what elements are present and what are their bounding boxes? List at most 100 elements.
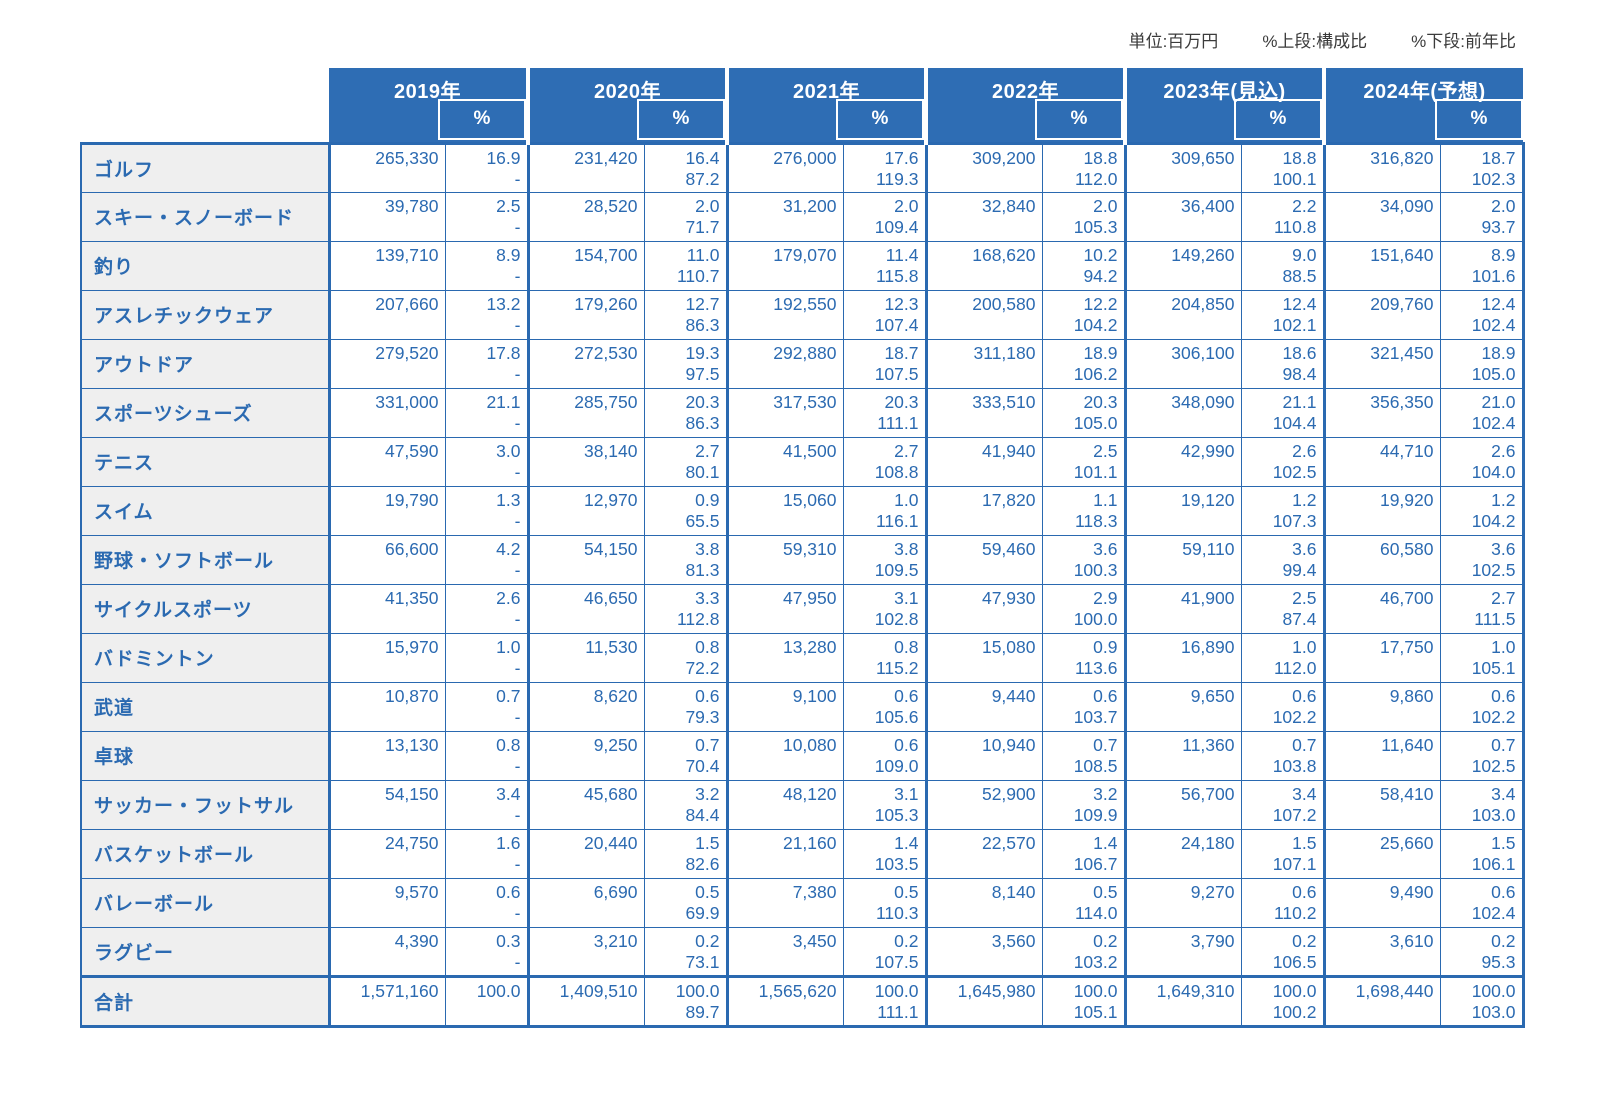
share-percent: 18.8: [1083, 147, 1118, 168]
share-percent: 0.6: [1093, 685, 1118, 706]
yoy-percent: 70.4: [685, 755, 720, 776]
value-cell: 47,930: [925, 583, 1043, 634]
percent-subheader: %: [637, 98, 725, 140]
yoy-percent: -: [514, 559, 521, 580]
percent-cell: 10.2 94.2: [1041, 240, 1127, 291]
category-row: スキー・スノーボード 39,780 2.5-28,520 2.0 71.7 31,200 2…: [80, 191, 1525, 242]
percent-cell: 0.5 69.9: [643, 877, 729, 928]
share-percent: 21.1: [1282, 391, 1317, 412]
percent-cell: 0.6-: [444, 877, 530, 928]
value-cell: 21,160: [726, 828, 844, 879]
yoy-percent: 102.4: [1471, 412, 1516, 433]
yoy-percent: 103.2: [1073, 951, 1118, 972]
share-percent: 0.6: [894, 734, 919, 755]
percent-subheader: %: [836, 98, 924, 140]
value-cell: 309,200: [925, 141, 1043, 193]
percent-cell: 2.0 93.7: [1439, 191, 1525, 242]
share-percent: 1.2: [1292, 489, 1317, 510]
yoy-percent: 109.4: [874, 216, 919, 237]
percent-cell: 20.3 86.3: [643, 387, 729, 438]
unit-note: 単位:百万円: [1128, 32, 1219, 51]
share-percent: 2.0: [894, 195, 919, 216]
yoy-percent: 101.6: [1471, 265, 1516, 286]
percent-cell: 0.8 72.2: [643, 632, 729, 683]
percent-cell: 18.8 100.1: [1240, 141, 1326, 193]
value-cell: 39,780: [328, 191, 446, 242]
share-percent: 1.2: [1491, 489, 1516, 510]
category-row: バレーボール 9,570 0.6-6,690 0.5 69.9 7,380 0.5 110.3…: [80, 877, 1525, 928]
yoy-percent: 99.4: [1282, 559, 1317, 580]
value-cell: 48,120: [726, 779, 844, 830]
percent-cell: 12.2 104.2: [1041, 289, 1127, 340]
share-percent: 3.1: [894, 587, 919, 608]
percent-subheader: %: [1035, 98, 1123, 140]
row-label: アウトドア: [80, 338, 331, 389]
value-cell: 316,820: [1323, 141, 1441, 193]
value-cell: 209,760: [1323, 289, 1441, 340]
share-percent: 0.3: [496, 930, 521, 951]
value-cell: 7,380: [726, 877, 844, 928]
value-cell: 356,350: [1323, 387, 1441, 438]
table-header-row: 2019年 % 2020年 % 2021年 % 2022年 %: [81, 68, 1523, 143]
yoy-percent: 103.0: [1471, 804, 1516, 825]
value-cell: 149,260: [1124, 240, 1242, 291]
value-cell: 59,110: [1124, 534, 1242, 585]
share-percent: 1.6: [496, 832, 521, 853]
percent-cell: 8.9 101.6: [1439, 240, 1525, 291]
yoy-percent: 112.0: [1075, 168, 1118, 189]
value-cell: 231,420: [527, 141, 645, 193]
yoy-percent: 102.3: [1471, 168, 1516, 189]
value-cell: 151,640: [1323, 240, 1441, 291]
yoy-percent: 94.2: [1083, 265, 1118, 286]
value-cell: 10,870: [328, 681, 446, 732]
value-cell: 34,090: [1323, 191, 1441, 242]
share-percent: 3.2: [1093, 783, 1118, 804]
share-percent: 3.8: [894, 538, 919, 559]
percent-cell: 3.8 109.5: [842, 534, 928, 585]
percent-cell: 0.6 79.3: [643, 681, 729, 732]
year-label: 2022年: [992, 81, 1059, 103]
share-percent: 100.0: [1471, 980, 1516, 1001]
percent-cell: 3.6 99.4: [1240, 534, 1326, 585]
percent-cell: 12.4 102.1: [1240, 289, 1326, 340]
yoy-percent: -: [514, 216, 521, 237]
yoy-percent: -: [514, 461, 521, 482]
value-cell: 311,180: [925, 338, 1043, 389]
row-label: 卓球: [80, 730, 331, 781]
value-cell: 179,260: [527, 289, 645, 340]
share-percent: 3.3: [695, 587, 720, 608]
percent-cell: 0.9 113.6: [1041, 632, 1127, 683]
share-percent: 3.8: [695, 538, 720, 559]
percent-cell: 0.6 102.4: [1439, 877, 1525, 928]
year-header-2019: 2019年 %: [329, 68, 530, 143]
share-percent: 18.9: [1481, 342, 1516, 363]
share-percent: 0.9: [1093, 636, 1118, 657]
share-percent: 0.8: [894, 636, 919, 657]
yoy-percent: 109.9: [1073, 804, 1118, 825]
year-label: 2021年: [793, 81, 860, 103]
percent-cell: 2.7 108.8: [842, 436, 928, 487]
yoy-percent: 109.0: [874, 755, 919, 776]
percent-cell: 18.9 105.0: [1439, 338, 1525, 389]
share-percent: 4.2: [496, 538, 521, 559]
yoy-percent: -: [514, 265, 521, 286]
value-cell: 272,530: [527, 338, 645, 389]
percent-cell: 16.4 87.2: [643, 141, 729, 193]
percent-cell: 3.1 102.8: [842, 583, 928, 634]
year-label: 2020年: [594, 81, 661, 103]
value-cell: 306,100: [1124, 338, 1242, 389]
percent-cell: 0.5 110.3: [842, 877, 928, 928]
yoy-percent: 102.5: [1471, 755, 1516, 776]
share-percent: 1.3: [496, 489, 521, 510]
yoy-percent: 105.6: [874, 706, 919, 727]
value-cell: 9,570: [328, 877, 446, 928]
category-row: バドミントン 15,970 1.0-11,530 0.8 72.2 13,280 0.8 11…: [80, 632, 1525, 683]
row-label: ラグビー: [80, 926, 331, 977]
value-cell: 11,640: [1323, 730, 1441, 781]
yoy-percent: 112.8: [677, 608, 720, 629]
yoy-percent: 103.8: [1272, 755, 1317, 776]
value-cell: 41,500: [726, 436, 844, 487]
percent-cell: 100.0 103.0: [1439, 974, 1525, 1028]
year-header-2022: 2022年 %: [926, 68, 1127, 143]
yoy-percent: 105.0: [1471, 363, 1516, 384]
